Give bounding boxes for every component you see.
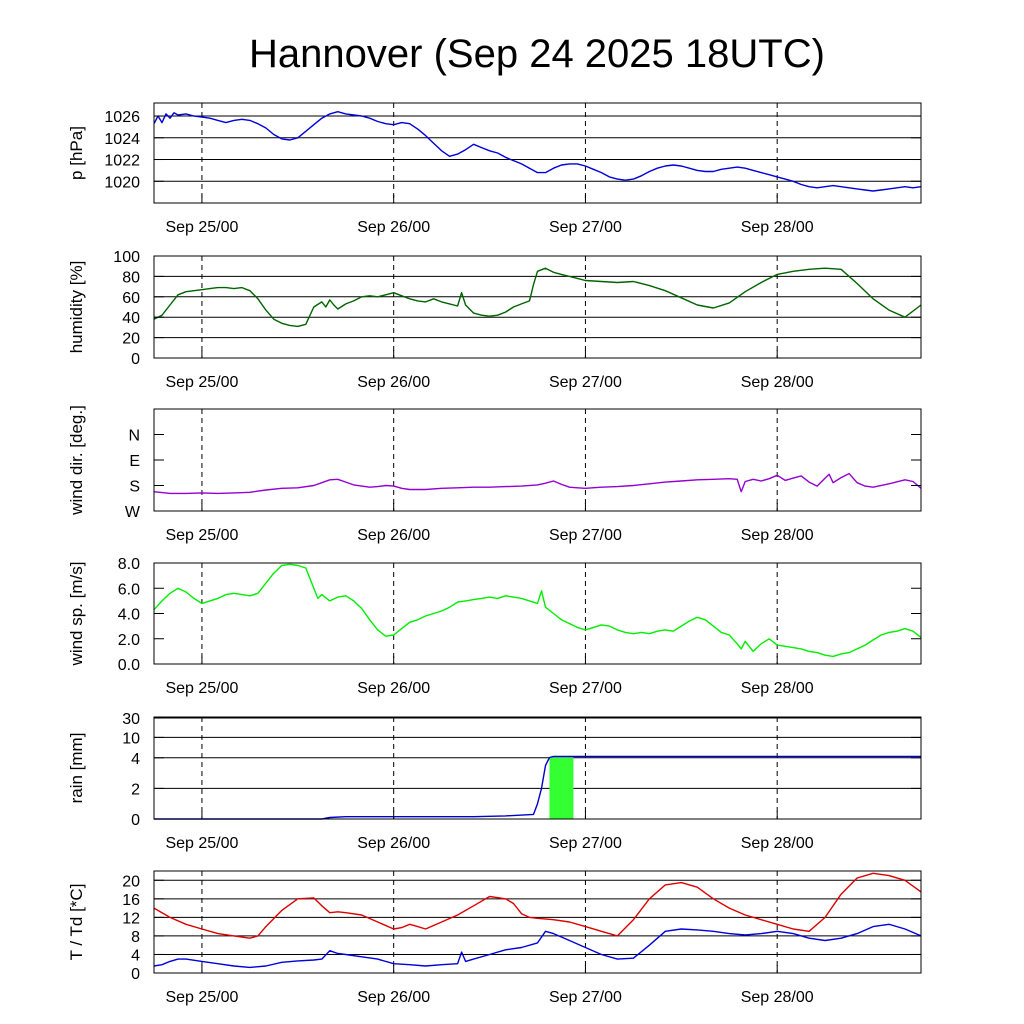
x-tick-label: Sep 26/00 — [357, 680, 430, 697]
x-tick-label: Sep 25/00 — [165, 835, 238, 852]
x-tick-label: Sep 26/00 — [357, 527, 430, 544]
y-axis-label: humidity [%] — [67, 261, 86, 354]
series-line-wind_dir — [153, 472, 922, 495]
x-tick-label: Sep 25/00 — [165, 527, 238, 544]
rain-bar — [549, 757, 574, 819]
x-tick-label: Sep 28/00 — [741, 374, 814, 391]
panel-wind-speed: 8.0 6.0 4.0 2.0 0.0 Sep 25/00 Sep 26/00 Sep 27/… — [67, 556, 922, 697]
x-tick-label: Sep 25/00 — [165, 374, 238, 391]
x-tick-label: Sep 26/00 — [357, 219, 430, 236]
series-line-temperature — [153, 872, 922, 939]
panel-frame — [153, 870, 922, 974]
x-tick-label: Sep 27/00 — [549, 680, 622, 697]
series-line-humidity — [153, 267, 922, 328]
x-tick-label: Sep 26/00 — [357, 374, 430, 391]
y-tick-label: S — [129, 479, 140, 496]
y-tick-label: 8.0 — [118, 556, 140, 573]
y-tick-label: 0 — [131, 966, 140, 983]
y-tick-label: 6.0 — [118, 581, 140, 598]
y-tick-label: 2.0 — [118, 632, 140, 649]
y-tick-label: N — [128, 428, 140, 445]
y-tick-label: 20 — [122, 873, 140, 890]
x-tick-label: Sep 27/00 — [549, 989, 622, 1006]
y-tick-label: E — [129, 453, 140, 470]
x-tick-label: Sep 28/00 — [741, 989, 814, 1006]
y-tick-label: 100 — [113, 249, 140, 266]
y-tick-label: 4.0 — [118, 607, 140, 624]
x-tick-label: Sep 28/00 — [741, 219, 814, 236]
y-tick-label: 0 — [131, 351, 140, 368]
series-line-rain_line — [154, 755, 921, 820]
y-axis-label: p [hPa] — [67, 126, 86, 180]
panel-frame — [153, 408, 922, 512]
y-tick-label: 40 — [122, 310, 140, 327]
x-tick-label: Sep 27/00 — [549, 527, 622, 544]
panel-frame — [153, 716, 922, 820]
y-tick-label: 8 — [131, 929, 140, 946]
x-tick-label: Sep 28/00 — [741, 680, 814, 697]
y-tick-label: 1020 — [104, 174, 140, 191]
x-tick-label: Sep 25/00 — [165, 989, 238, 1006]
chart-title: Hannover (Sep 24 2025 18UTC) — [249, 32, 825, 76]
y-tick-label: 0.0 — [118, 657, 140, 674]
y-tick-label: 2 — [131, 781, 140, 798]
x-tick-label: Sep 26/00 — [357, 835, 430, 852]
x-tick-label: Sep 28/00 — [741, 835, 814, 852]
x-tick-label: Sep 26/00 — [357, 989, 430, 1006]
panel-pressure: 1026 1024 1022 1020 Sep 25/00 Sep 26/00 Sep 27… — [67, 102, 922, 236]
series-line-wind_speed — [153, 563, 922, 658]
y-tick-label: 20 — [122, 331, 140, 348]
y-axis-label: T / Td [*C] — [67, 884, 86, 961]
y-tick-label: 1026 — [104, 109, 140, 126]
panel-frame — [153, 102, 922, 204]
y-axis-label: wind sp. [m/s] — [67, 562, 86, 667]
panel-rain: 30 10 4 2 0 Sep 25/00 Sep 26/00 Sep 27/00 Sep 28… — [67, 711, 922, 852]
y-tick-label: 4 — [131, 751, 140, 768]
x-tick-label: Sep 28/00 — [741, 527, 814, 544]
series-line-dewpoint — [153, 923, 922, 969]
y-axis-label: rain [mm] — [67, 733, 86, 804]
y-tick-label: 30 — [122, 711, 140, 728]
x-tick-label: Sep 25/00 — [165, 219, 238, 236]
y-tick-label: 0 — [131, 812, 140, 829]
x-tick-label: Sep 27/00 — [549, 835, 622, 852]
y-tick-label: 80 — [122, 269, 140, 286]
y-tick-label: W — [125, 504, 141, 521]
x-tick-label: Sep 27/00 — [549, 219, 622, 236]
x-tick-label: Sep 25/00 — [165, 680, 238, 697]
y-axis-label: wind dir. [deg.] — [67, 405, 86, 516]
x-tick-label: Sep 27/00 — [549, 374, 622, 391]
series-line-pressure — [153, 110, 922, 192]
y-tick-label: 60 — [122, 290, 140, 307]
y-tick-label: 1024 — [104, 131, 140, 148]
y-tick-label: 1022 — [104, 153, 140, 170]
y-tick-label: 10 — [122, 730, 140, 747]
y-tick-label: 12 — [122, 910, 140, 927]
y-tick-label: 4 — [131, 947, 140, 964]
y-tick-label: 16 — [122, 892, 140, 909]
panel-frame — [153, 255, 922, 359]
panel-humidity: 100 80 60 40 20 0 Sep 25/00 Sep 26/00 Sep 27/00 S… — [67, 249, 922, 391]
